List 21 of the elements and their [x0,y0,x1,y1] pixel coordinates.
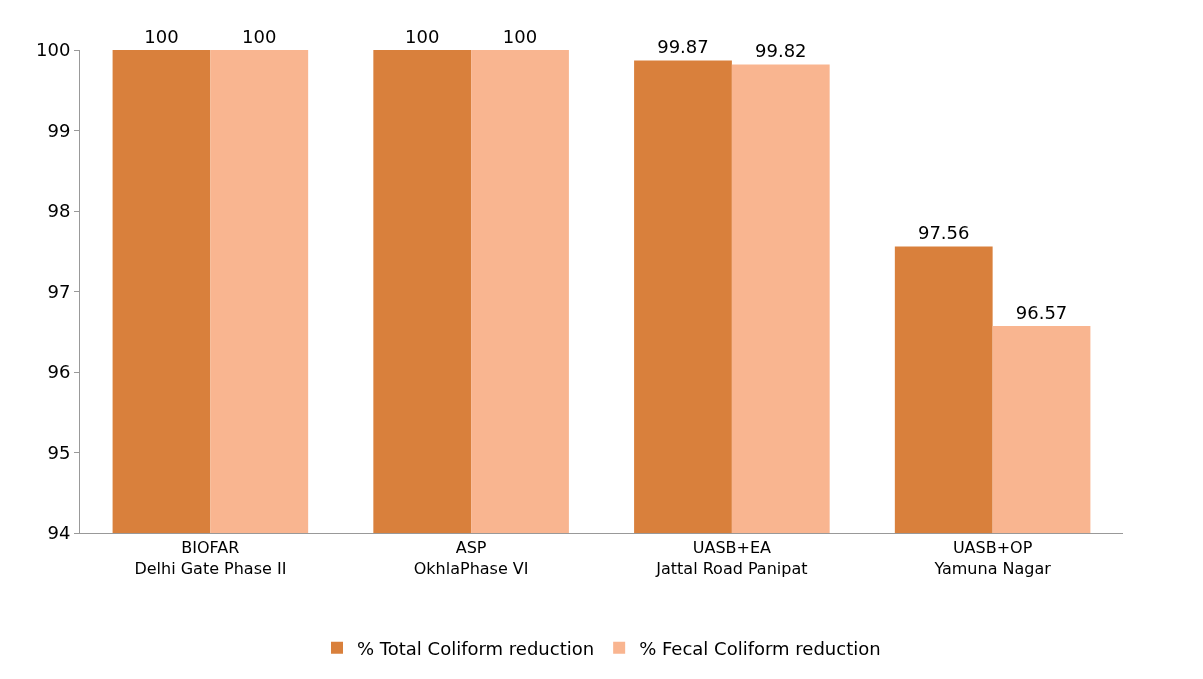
data-label: 100 [502,26,538,47]
x-tick-label: ASP OkhlaPhase VI [413,538,529,578]
data-label: 100 [242,26,277,47]
y-tick-label: 96 [47,361,71,383]
data-label: 100 [405,26,440,47]
legend-label: % Fecal Coliform reduction [639,637,881,659]
legend-label: % Total Coliform reduction [357,637,595,659]
x-tick-label: BIOFAR Delhi Gate Phase II [134,538,287,578]
y-tick-label: 99 [47,119,71,141]
y-tick-label: 100 [36,39,71,61]
y-tick-label: 98 [47,200,71,222]
data-label: 99.82 [755,40,807,62]
y-tick-label: 94 [47,522,71,544]
y-tick-label: 97 [47,280,71,302]
data-label: 97.56 [917,222,970,244]
x-tick-label: UASB+OP Yamuna Nagar [933,538,1052,578]
data-label: 100 [144,26,179,47]
x-tick-label: UASB+EA Jattal Road Panipat [655,538,808,578]
data-label: 99.87 [657,36,709,58]
data-label: 96.57 [1015,302,1068,324]
y-tick-label: 95 [47,441,71,463]
